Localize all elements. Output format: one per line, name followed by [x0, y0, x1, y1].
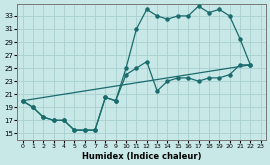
X-axis label: Humidex (Indice chaleur): Humidex (Indice chaleur)	[82, 152, 201, 161]
